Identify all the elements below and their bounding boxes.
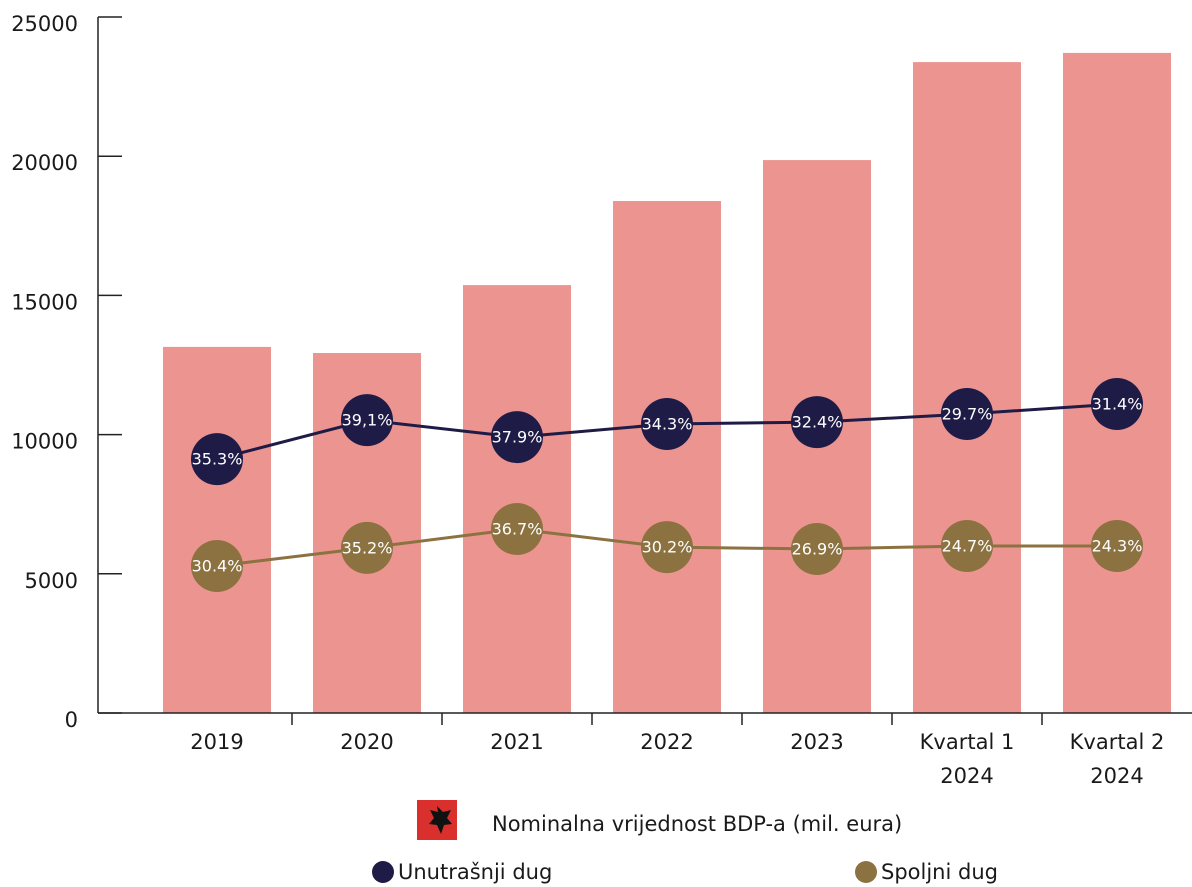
x-tick-label: 2021 [490,730,543,754]
point [791,396,843,449]
x-tick-label: 2020 [340,730,393,754]
x-tick-label: 2022 [640,730,693,754]
x-tick-line: 2019 [190,730,243,754]
point-label: 35.3% [192,450,243,469]
point [491,502,543,555]
bar [613,201,721,713]
point [491,411,543,464]
x-tick-line: 2024 [1090,764,1143,788]
point [641,521,693,574]
legend-marker [855,861,877,883]
x-tick-line: 2022 [640,730,693,754]
x-tick-line: 2020 [340,730,393,754]
y-tick-label: 0 [65,708,78,732]
point-label: 24.7% [942,536,993,555]
point-label: 34.3% [642,415,693,434]
y-tick-label: 20000 [11,151,78,175]
bar [163,346,271,713]
x-tick-label: Kvartal 2 2024 [1070,730,1165,788]
point-label: 37.9% [492,428,543,447]
point [641,398,693,451]
x-tick-line: Kvartal 2 [1070,730,1165,754]
point [791,523,843,576]
point-label: 30.4% [192,557,243,576]
point-label: 36.7% [492,519,543,538]
x-tick-line: Kvartal 1 [920,730,1015,754]
point [1091,377,1143,430]
point [941,387,993,440]
y-tick-label: 10000 [11,430,78,454]
bar [463,285,571,713]
x-tick-line: 2021 [490,730,543,754]
x-tick-line: 2024 [940,764,993,788]
point [1091,519,1143,572]
y-tick-label: 5000 [25,569,78,593]
bar [913,62,1021,713]
y-tick-label: 15000 [11,290,78,314]
x-tick-label: 2019 [190,730,243,754]
point-label: 32.4% [792,413,843,432]
x-tick-label: Kvartal 1 2024 [920,730,1015,788]
legend-label: Nominalna vrijednost BDP-a (mil. eura) [492,812,902,836]
point [191,540,243,593]
point-label: 26.9% [792,540,843,559]
legend-label: Unutrašnji dug [398,860,552,884]
point [191,433,243,486]
point-label: 29.7% [942,404,993,423]
legend-marker [372,861,394,883]
point-label: 35.2% [342,538,393,557]
point-label: 31.4% [1092,394,1143,413]
legend-flag [417,800,457,840]
x-tick-line: 2023 [790,730,843,754]
y-tick-label: 25000 [11,12,78,36]
point [341,521,393,574]
legend-label: Spoljni dug [881,860,998,884]
point-label: 39,1% [342,411,393,430]
point [341,394,393,447]
point-label: 24.3% [1092,536,1143,555]
point-label: 30.2% [642,538,693,557]
x-tick-label: 2023 [790,730,843,754]
point [941,519,993,572]
